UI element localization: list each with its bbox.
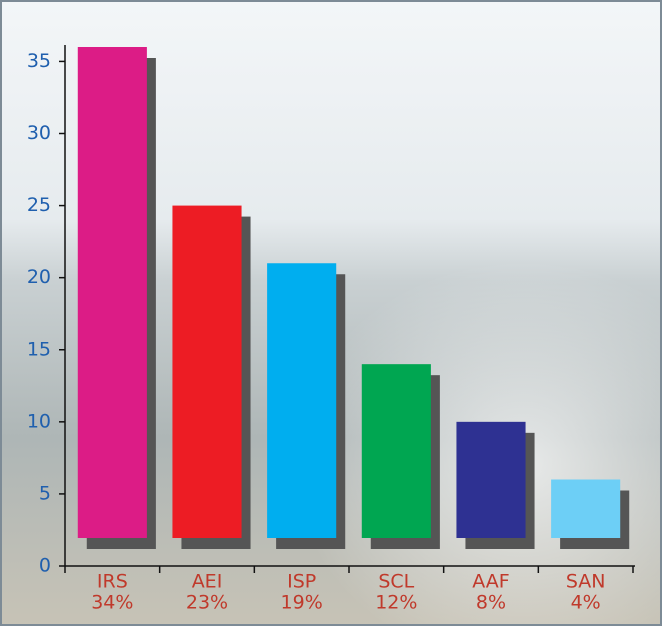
y-tick-label: 30 xyxy=(27,122,51,144)
x-tick-label: SCL xyxy=(378,571,414,593)
x-tick-share: 4% xyxy=(571,592,601,614)
bar xyxy=(77,47,147,538)
x-tick-share: 34% xyxy=(91,592,133,614)
bar xyxy=(551,479,621,538)
y-tick-label: 5 xyxy=(39,482,51,504)
x-tick-label: ISP xyxy=(287,571,316,593)
x-tick-label: IRS xyxy=(97,571,128,593)
x-tick-label: SAN xyxy=(566,571,606,593)
y-tick-label: 35 xyxy=(27,50,51,72)
y-tick-label: 15 xyxy=(27,338,51,360)
bar xyxy=(361,364,431,538)
y-tick-label: 20 xyxy=(27,266,51,288)
x-tick-share: 19% xyxy=(281,592,323,614)
x-tick-share: 23% xyxy=(186,592,228,614)
x-tick-share: 12% xyxy=(375,592,417,614)
y-tick-label: 25 xyxy=(27,194,51,216)
y-tick-label: 10 xyxy=(27,410,51,432)
bar xyxy=(456,421,526,538)
bar xyxy=(267,263,337,538)
bar xyxy=(172,205,242,539)
y-tick-label: 0 xyxy=(39,555,51,577)
x-tick-share: 8% xyxy=(476,592,506,614)
x-tick-label: AAF xyxy=(472,571,509,593)
x-tick-label: AEI xyxy=(192,571,223,593)
